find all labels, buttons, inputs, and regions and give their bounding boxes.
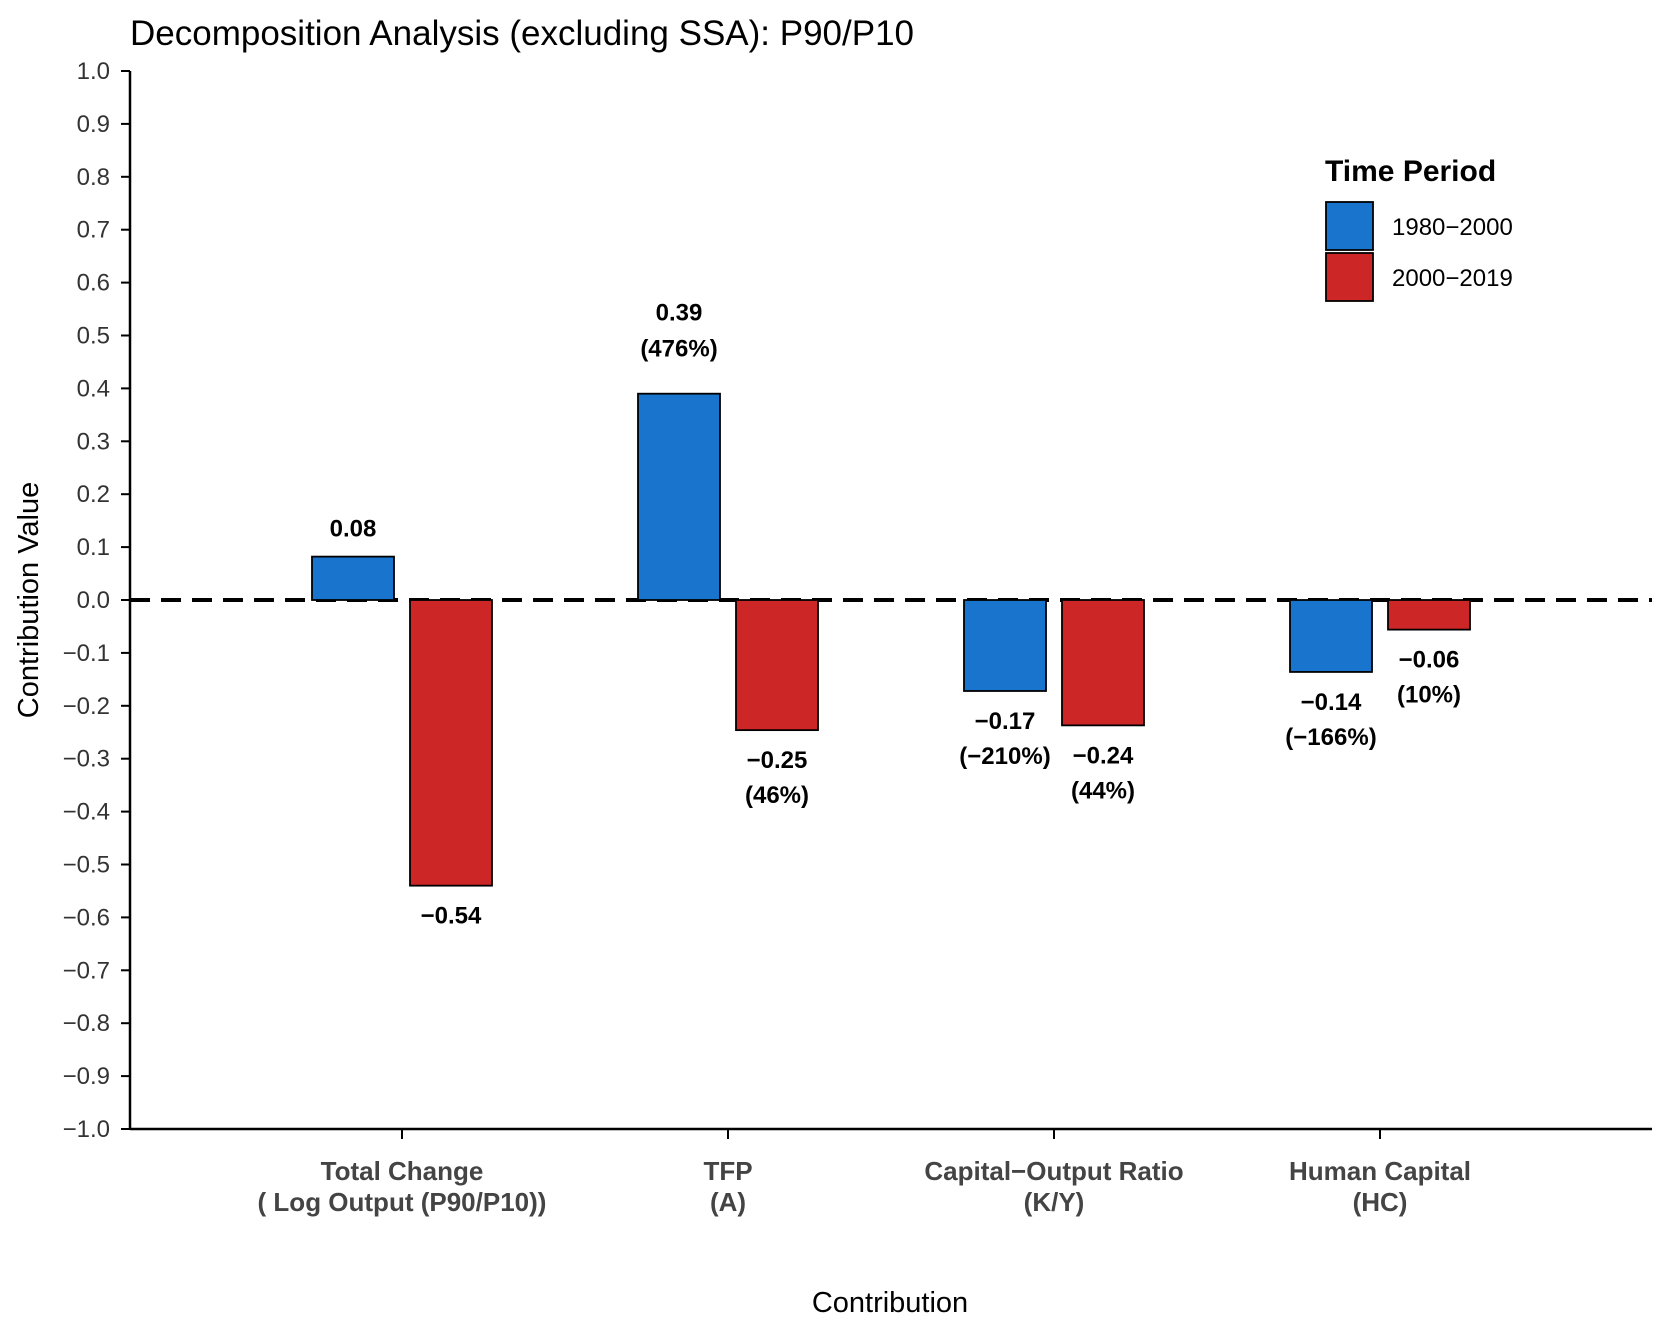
bar (1061, 599, 1145, 727)
axes: 1.0 0.9 0.8 0.7 0.6 0.5 0.4 0.3 0.2 0.1 0.0 −0.1 −0.… (63, 58, 1652, 1217)
data-labels: 0.08 0.39 (476%) −0.17 (−210%) −0.14 (−166%) −0… (330, 300, 1461, 930)
legend: Time Period 1980−2000 2000−2019 (1325, 155, 1513, 302)
y-tick-label: 0.2 (77, 481, 110, 508)
data-label-pct: (10%) (1397, 682, 1461, 709)
bar (963, 599, 1047, 692)
y-tick-label: −0.6 (63, 904, 110, 931)
y-tick-label: 0.5 (77, 323, 110, 350)
bar (735, 599, 819, 732)
y-tick-label: 0.6 (77, 270, 110, 297)
y-tick-label: −0.2 (63, 693, 110, 720)
y-tick-label: −0.3 (63, 746, 110, 773)
x-category-label: TFP (A) (703, 1156, 752, 1217)
y-tick-label: −0.5 (63, 852, 110, 879)
x-category-label: Capital−Output Ratio (K/Y) (924, 1156, 1183, 1217)
x-axis-title: Contribution (812, 1287, 968, 1319)
y-tick-label: 1.0 (77, 58, 110, 85)
x-category-label: Total Change( Log Output (P90/P10)) (258, 1156, 547, 1217)
y-tick-label: −0.4 (63, 799, 110, 826)
y-tick-label: 0.7 (77, 217, 110, 244)
data-label-pct: (44%) (1071, 777, 1135, 804)
bar (1387, 599, 1471, 631)
bar (409, 599, 493, 887)
data-label: −0.54 (421, 903, 482, 930)
y-tick-label: −1.0 (63, 1116, 110, 1143)
data-label: −0.17 (975, 708, 1036, 735)
bar (1289, 599, 1373, 673)
bars (311, 392, 1471, 887)
legend-label: 2000−2019 (1392, 265, 1513, 292)
y-tick-label: 0.4 (77, 375, 110, 402)
y-tick-label: 0.1 (77, 534, 110, 561)
data-label: −0.14 (1301, 689, 1362, 716)
legend-swatch (1325, 201, 1374, 251)
y-tick-label: −0.8 (63, 1010, 110, 1037)
legend-title: Time Period (1325, 155, 1496, 188)
data-label: 0.08 (330, 516, 377, 543)
data-label-pct: (46%) (745, 782, 809, 809)
y-tick-label: 0.3 (77, 428, 110, 455)
x-category-label: Human Capital (HC) (1289, 1156, 1471, 1217)
data-label: −0.24 (1073, 742, 1134, 769)
data-label-pct: (−166%) (1285, 724, 1376, 751)
chart-title: Decomposition Analysis (excluding SSA): … (130, 14, 914, 53)
data-label-pct: (476%) (640, 336, 717, 363)
y-tick-label: 0.0 (77, 587, 110, 614)
data-label-pct: (−210%) (959, 743, 1050, 770)
legend-swatch (1325, 252, 1374, 302)
data-label: −0.25 (747, 747, 808, 774)
legend-label: 1980−2000 (1392, 214, 1513, 241)
y-tick-label: −0.1 (63, 640, 110, 667)
data-label: 0.39 (656, 300, 703, 327)
y-tick-label: 0.8 (77, 164, 110, 191)
bar (311, 555, 395, 601)
y-tick-label: −0.9 (63, 1063, 110, 1090)
bar (637, 392, 721, 601)
data-label: −0.06 (1399, 647, 1460, 674)
y-tick-label: 0.9 (77, 111, 110, 138)
y-axis-title: Contribution Value (13, 482, 45, 718)
y-tick-label: −0.7 (63, 957, 110, 984)
